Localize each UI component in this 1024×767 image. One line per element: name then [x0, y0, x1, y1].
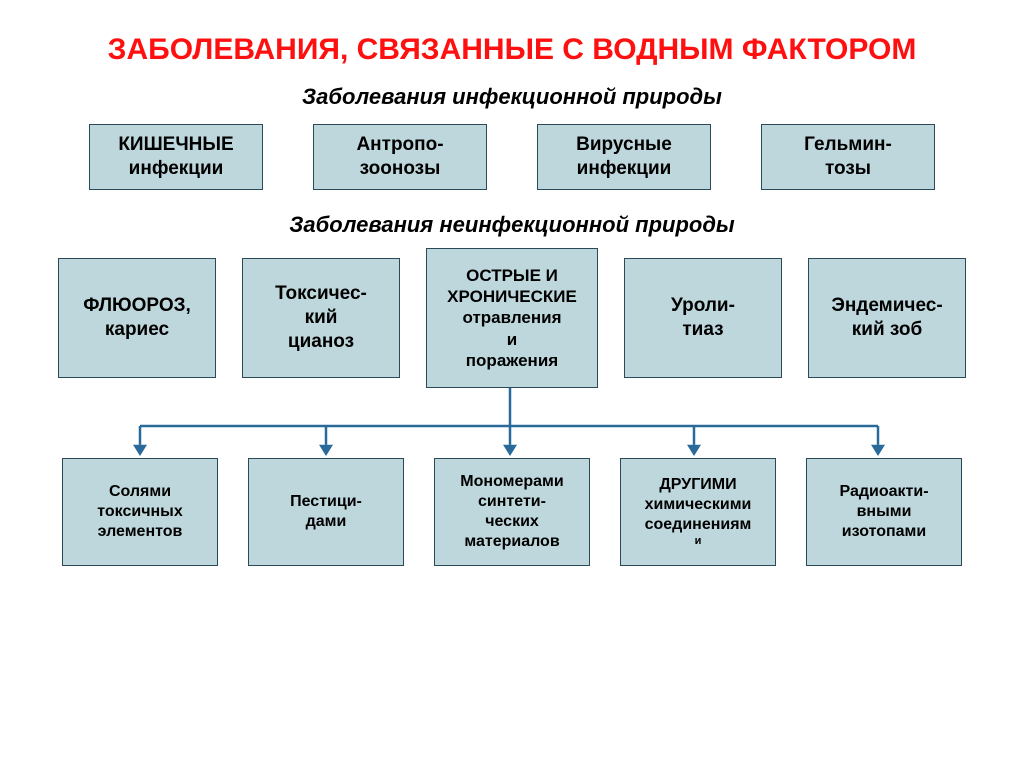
row-causes: Солямитоксичныхэлементов Пестици-дами Моно… [0, 458, 1024, 566]
connector-area [0, 388, 1024, 458]
infectious-box-0-line-0: КИШЕЧНЫЕ [118, 133, 233, 157]
infectious-box-0-line-1: инфекции [129, 157, 224, 181]
noninfectious-box-2-line-2: отравления [462, 307, 561, 328]
infectious-box-2-line-0: Вирусные [576, 133, 672, 157]
row-infectious: КИШЕЧНЫЕинфекцииАнтропо-зоонозыВирусныеи… [0, 124, 1024, 190]
noninfectious-box-1-line-0: Токсичес- [275, 282, 367, 306]
cause-box-0-line-0: Солями [109, 482, 171, 502]
cause-box-1-line-1: дами [306, 512, 347, 532]
cause-box-0: Солямитоксичныхэлементов [62, 458, 218, 566]
cause-box-4-line-0: Радиоакти- [839, 482, 928, 502]
cause-box-2-line-1: синтети- [478, 492, 546, 512]
cause-box-1-line-0: Пестици- [290, 492, 362, 512]
infectious-box-3: Гельмин-тозы [761, 124, 935, 190]
noninfectious-box-4: Эндемичес-кий зоб [808, 258, 966, 378]
cause-box-2-line-2: ческих [485, 512, 539, 532]
noninfectious-box-0-line-0: ФЛЮОРОЗ, [83, 294, 191, 318]
noninfectious-box-1-line-2: цианоз [288, 330, 354, 354]
cause-box-1: Пестици-дами [248, 458, 404, 566]
main-title: ЗАБОЛЕВАНИЯ, СВЯЗАННЫЕ С ВОДНЫМ ФАКТОРОМ [0, 0, 1024, 68]
noninfectious-box-2-line-3: и [507, 329, 517, 350]
cause-box-0-line-1: токсичных [97, 502, 182, 522]
infectious-box-3-line-1: тозы [825, 157, 871, 181]
subtitle-noninfectious: Заболевания неинфекционной природы [0, 212, 1024, 238]
noninfectious-box-2-line-0: ОСТРЫЕ И [466, 265, 558, 286]
noninfectious-box-1-line-1: кий [305, 306, 338, 330]
cause-box-3-line-3: и [695, 535, 702, 549]
cause-box-3-line-1: химическими [645, 495, 752, 515]
cause-box-4-line-1: вными [857, 502, 912, 522]
noninfectious-box-2-line-4: поражения [466, 350, 558, 371]
noninfectious-box-1: Токсичес-кийцианоз [242, 258, 400, 378]
noninfectious-box-2-line-1: ХРОНИЧЕСКИЕ [447, 286, 577, 307]
infectious-box-1: Антропо-зоонозы [313, 124, 487, 190]
infectious-box-2: Вирусныеинфекции [537, 124, 711, 190]
subtitle-infectious: Заболевания инфекционной природы [0, 84, 1024, 110]
noninfectious-box-4-line-0: Эндемичес- [831, 294, 942, 318]
row-noninfectious: ФЛЮОРОЗ,кариесТоксичес-кийцианозОСТРЫЕ И… [0, 248, 1024, 388]
infectious-box-2-line-1: инфекции [577, 157, 672, 181]
cause-box-3: ДРУГИМИхимическимисоединениями [620, 458, 776, 566]
noninfectious-box-3-line-1: тиаз [682, 318, 723, 342]
infectious-box-3-line-0: Гельмин- [804, 133, 892, 157]
noninfectious-box-0-line-1: кариес [105, 318, 169, 342]
noninfectious-box-4-line-1: кий зоб [852, 318, 922, 342]
cause-box-2: Мономерамисинтети-ческихматериалов [434, 458, 590, 566]
connector-svg [0, 388, 1024, 458]
noninfectious-box-3-line-0: Уроли- [671, 294, 735, 318]
cause-box-4: Радиоакти-внымиизотопами [806, 458, 962, 566]
noninfectious-box-0: ФЛЮОРОЗ,кариес [58, 258, 216, 378]
noninfectious-box-2: ОСТРЫЕ ИХРОНИЧЕСКИЕотравленияипоражения [426, 248, 598, 388]
noninfectious-box-3: Уроли-тиаз [624, 258, 782, 378]
infectious-box-1-line-1: зоонозы [360, 157, 441, 181]
infectious-box-0: КИШЕЧНЫЕинфекции [89, 124, 263, 190]
cause-box-2-line-3: материалов [464, 532, 559, 552]
cause-box-2-line-0: Мономерами [460, 472, 563, 492]
cause-box-0-line-2: элементов [98, 522, 183, 542]
infectious-box-1-line-0: Антропо- [356, 133, 443, 157]
cause-box-4-line-2: изотопами [842, 522, 926, 542]
cause-box-3-line-0: ДРУГИМИ [659, 475, 736, 495]
cause-box-3-line-2: соединениям [645, 515, 752, 535]
